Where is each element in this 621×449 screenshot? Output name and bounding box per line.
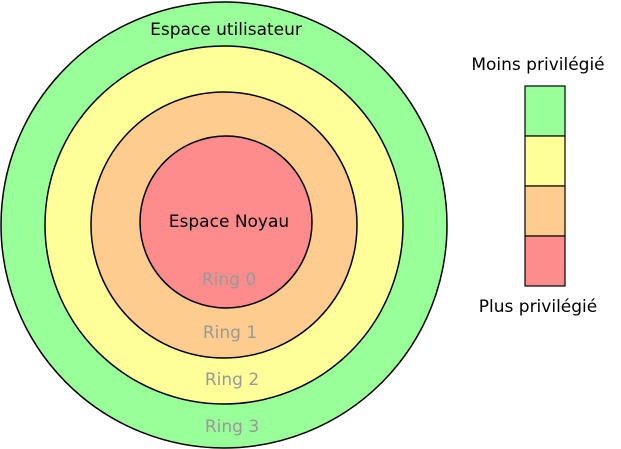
- legend-top-label: Moins privilégié: [471, 55, 604, 75]
- ring-2-label: Ring 2: [205, 370, 259, 390]
- legend-swatch-most-privileged: [524, 235, 566, 287]
- ring-1-label: Ring 1: [203, 323, 257, 343]
- user-space-label: Espace utilisateur: [150, 20, 302, 40]
- legend-bottom-label: Plus privilégié: [479, 297, 597, 317]
- legend-swatch-3: [524, 185, 566, 237]
- legend-swatch-least-privileged: [524, 85, 566, 137]
- ring-0-label: Ring 0: [202, 270, 256, 290]
- ring-0-circle: [139, 135, 313, 309]
- kernel-space-label: Espace Noyau: [169, 212, 289, 232]
- ring-3-label: Ring 3: [205, 417, 259, 437]
- legend-swatch-2: [524, 135, 566, 187]
